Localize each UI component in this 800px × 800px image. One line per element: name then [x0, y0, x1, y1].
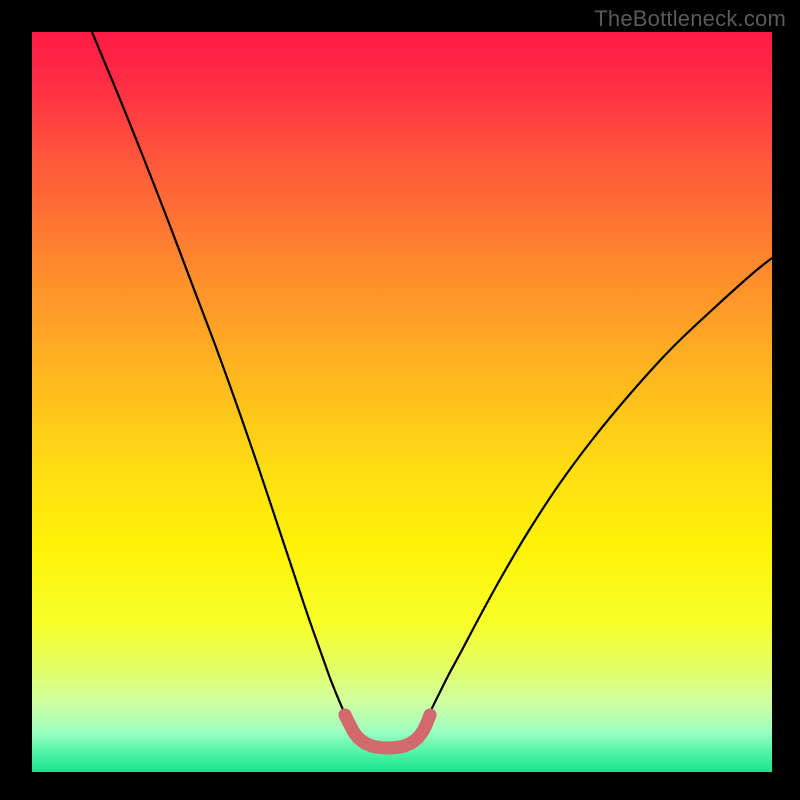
gradient-background — [32, 32, 772, 772]
chart-stage: TheBottleneck.com — [0, 0, 800, 800]
watermark-text: TheBottleneck.com — [594, 6, 786, 32]
bottleneck-chart — [0, 0, 800, 800]
